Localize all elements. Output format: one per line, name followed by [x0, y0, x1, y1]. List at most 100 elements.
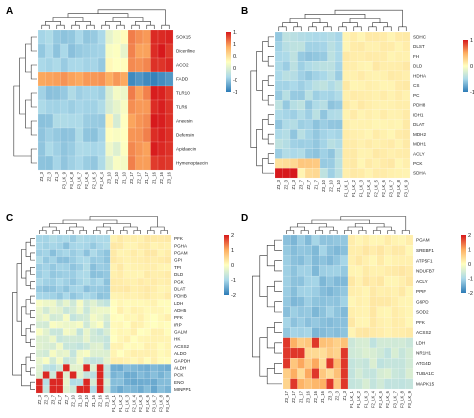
heatmap-cell — [69, 292, 77, 300]
heatmap-cell — [96, 299, 104, 307]
column-labels: Z2_3 Z2_3 Z3_7 Z1_7 Z2_7 Z2_10 Z1_10 Z3_10 Z1_16… — [37, 394, 170, 412]
heatmap-cell — [90, 99, 99, 115]
heatmap-cell — [319, 148, 328, 159]
heatmap-cell — [56, 292, 64, 300]
heatmap-cell — [372, 109, 381, 120]
heatmap-cell — [137, 342, 145, 351]
heatmap-cell — [82, 155, 91, 171]
heatmap-cell — [120, 71, 129, 87]
row-label: NR1H1 — [416, 351, 432, 356]
heatmap-cell — [137, 242, 145, 250]
heatmap-cell — [35, 356, 43, 365]
heatmap-cell — [362, 327, 370, 338]
heatmap-cell — [42, 256, 50, 264]
heatmap-cell — [405, 337, 414, 349]
heatmap-cell — [297, 347, 305, 359]
heatmap-cell — [379, 41, 388, 52]
heatmap-cell — [165, 141, 174, 157]
heatmap-cell — [165, 57, 174, 73]
heatmap-cell — [35, 256, 43, 264]
heatmap-cell — [304, 119, 313, 130]
heatmap-cell — [402, 158, 411, 169]
heatmap-cell — [103, 385, 111, 394]
heatmap-cell — [304, 286, 313, 297]
heatmap-cell — [376, 368, 385, 379]
column-label: F1_LK_2 — [351, 179, 356, 197]
heatmap-cell — [142, 99, 151, 115]
legend-tick-label: -1 — [233, 90, 237, 96]
heatmap-cell — [383, 306, 392, 318]
heatmap-cell — [137, 292, 145, 300]
dendrogram-branch — [56, 24, 65, 29]
heatmap-cell — [150, 43, 159, 59]
heatmap-cell — [357, 168, 366, 179]
heatmap-cell — [83, 263, 91, 272]
heatmap-cell — [120, 99, 129, 115]
heatmap-cell — [282, 168, 291, 179]
heatmap-cell — [49, 299, 57, 307]
dendrogram-branch — [150, 226, 165, 231]
heatmap-cell — [157, 349, 165, 358]
heatmap-cell — [49, 321, 57, 329]
heatmap-cell — [334, 100, 343, 111]
heatmap-cell — [340, 286, 349, 297]
heatmap-cell — [143, 277, 151, 286]
heatmap-panel-a: A SOX15 Diceriline ACO2 FADD TLR10 TLR6 Aneesin… — [6, 6, 237, 189]
heatmap-cell — [49, 349, 57, 358]
heatmap-cell — [326, 296, 334, 308]
heatmap-cell — [112, 85, 121, 101]
heatmap-cell — [349, 31, 358, 42]
heatmap-cell — [60, 99, 69, 115]
heatmap-cell — [116, 299, 124, 307]
heatmap-cell — [290, 368, 298, 379]
heatmap-cell — [143, 328, 151, 336]
heatmap-cell — [60, 127, 69, 143]
heatmap-cell — [312, 109, 321, 120]
row-label: SOX15 — [176, 35, 191, 40]
column-label: Z1_16 — [320, 390, 325, 403]
heatmap-cell — [290, 275, 298, 287]
heatmap-cell — [42, 234, 50, 243]
heatmap-cell — [42, 242, 50, 250]
heatmap-cell — [60, 85, 69, 101]
heatmap-cell — [398, 245, 406, 256]
heatmap-cell — [391, 286, 399, 297]
color-legend: 2 1 0 -1 -2 — [461, 233, 473, 297]
heatmap-cell — [75, 85, 84, 101]
heatmap-cell — [143, 299, 151, 307]
heatmap-cell — [274, 80, 283, 91]
heatmap-cell — [67, 99, 76, 115]
heatmap-cell — [110, 256, 118, 264]
heatmap-cell — [376, 286, 385, 297]
heatmap-cell — [394, 80, 403, 91]
heatmap-cell — [347, 234, 356, 246]
heatmap-cell — [62, 270, 70, 279]
dendrogram-branch — [256, 51, 263, 91]
dendrogram-branch — [289, 226, 305, 231]
heatmap-cell — [311, 378, 320, 390]
heatmap-cell — [369, 234, 378, 246]
heatmap-cell — [362, 358, 370, 369]
heatmap-cell — [135, 43, 144, 59]
dendrogram-branch — [308, 26, 317, 31]
heatmap-cell — [76, 299, 84, 307]
heatmap-cell — [398, 327, 406, 338]
dendrogram-branch — [267, 153, 274, 164]
heatmap-cell — [297, 378, 305, 390]
heatmap-cell — [96, 342, 104, 351]
heatmap-cell — [76, 249, 84, 257]
heatmap-cell — [274, 90, 283, 101]
heatmap-cell — [150, 328, 158, 336]
row-label: SOD2 — [416, 310, 429, 315]
heatmap-cell — [69, 249, 77, 257]
column-label: F3_LK_9 — [62, 171, 67, 189]
dendrogram-branch — [12, 292, 22, 376]
heatmap-cell — [96, 270, 104, 279]
heatmap-cell — [56, 378, 64, 386]
heatmap-cell — [342, 31, 351, 42]
heatmap-cell — [112, 99, 121, 115]
heatmap-cell — [319, 70, 328, 81]
column-label: Z3_10 — [321, 179, 326, 192]
heatmap-cell — [97, 57, 106, 73]
heatmap-cell — [383, 327, 392, 338]
